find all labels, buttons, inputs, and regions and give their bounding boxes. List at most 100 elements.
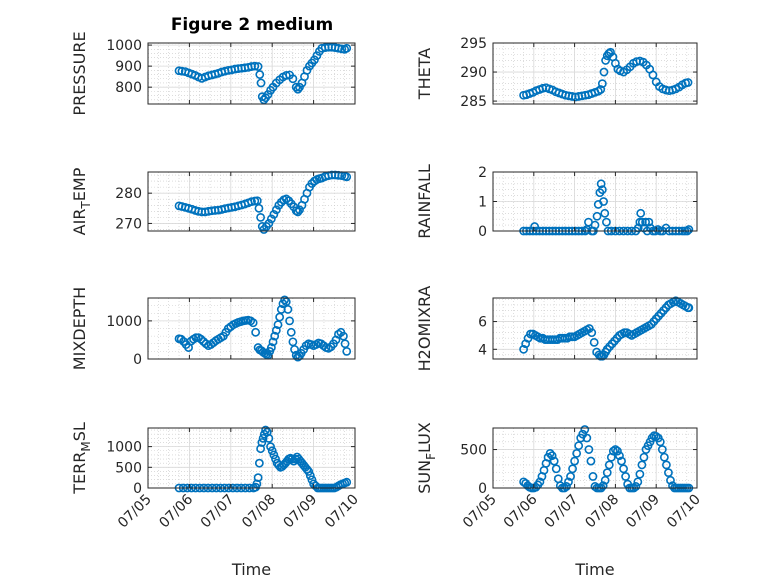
data-point (271, 326, 281, 335)
data-point (598, 481, 608, 491)
y-tick-label: 0 (478, 224, 487, 240)
data-point (269, 209, 279, 219)
data-point (264, 219, 274, 228)
y-axis-label: RAINFALL (415, 164, 434, 239)
y-tick-label: 270 (115, 216, 142, 232)
data-point (334, 43, 343, 53)
data-point (307, 475, 317, 485)
data-point (587, 328, 597, 338)
data-point (252, 479, 262, 489)
data-point (613, 446, 622, 456)
axes-box (492, 297, 698, 360)
data-point (248, 318, 258, 328)
data-point (562, 482, 571, 491)
y-axis-label: PRESSURE (70, 31, 89, 115)
figure-title: Figure 2 medium (171, 15, 333, 35)
data-point (256, 444, 266, 454)
data-point (590, 220, 600, 230)
data-point (305, 471, 315, 480)
data-point (644, 217, 654, 227)
y-tick-label: 500 (460, 443, 487, 459)
subplot-pressure: 800 900 1000 PRESSURE (70, 31, 356, 116)
y-tick-label: 285 (460, 94, 487, 110)
data-point (257, 438, 267, 447)
y-tick-label: 290 (460, 65, 487, 81)
y-tick-label: 0 (478, 481, 487, 497)
y-tick-label: 800 (115, 80, 142, 96)
y-tick-label: 500 (115, 460, 142, 476)
data-point (283, 305, 293, 314)
data-point (342, 43, 352, 53)
x-axis-label: Time (231, 560, 271, 579)
subplot-h2omixra: 4 6 H2OMIXRA (415, 286, 698, 371)
data-point (254, 203, 264, 213)
y-tick-label: 900 (115, 59, 142, 75)
data-point (597, 185, 607, 195)
subplot-terr-msl: 0 500 1000 TERRMSL 07/05 07/06 07/07 07/08 07/09… (70, 422, 362, 579)
data-point (266, 442, 275, 452)
data-point (269, 450, 279, 460)
x-tick-label: 07/08 (239, 492, 279, 532)
data-point (586, 456, 596, 466)
data-point (268, 337, 278, 347)
data-point (253, 473, 263, 483)
data-point (251, 327, 261, 337)
data-point (580, 425, 590, 434)
data-series (174, 42, 352, 105)
y-axis-label: SUNFLUX (415, 422, 438, 494)
data-point (601, 56, 611, 65)
data-point (196, 334, 206, 344)
data-point (651, 432, 661, 441)
data-point (530, 222, 540, 231)
data-point (199, 337, 208, 346)
data-point (250, 61, 260, 71)
data-point (617, 456, 626, 466)
data-point (259, 95, 269, 105)
data-point (342, 477, 352, 487)
data-series (174, 170, 352, 234)
data-point (584, 445, 594, 454)
x-tick-label: 07/10 (322, 492, 362, 532)
data-point (599, 197, 608, 206)
axes-box (147, 42, 356, 105)
y-tick-label: 0 (133, 481, 142, 497)
data-point (564, 477, 573, 487)
data-point (267, 446, 277, 456)
subplot-theta: 285 290 295 THETA (415, 36, 698, 110)
data-point (636, 208, 646, 218)
data-series (519, 296, 694, 361)
data-point (295, 205, 304, 215)
data-point (271, 205, 281, 215)
data-point (641, 217, 650, 227)
y-tick-label: 4 (478, 342, 487, 358)
data-point (566, 472, 575, 481)
x-tick-label: 07/10 (664, 492, 704, 532)
x-tick-label: 07/07 (198, 492, 238, 532)
y-axis-label: MIXDEPTH (70, 287, 89, 370)
y-tick-label: 0 (133, 352, 142, 368)
data-point (611, 445, 620, 454)
data-point (615, 451, 624, 461)
data-point (255, 70, 265, 79)
data-series (519, 425, 694, 493)
data-point (602, 468, 612, 478)
data-point (293, 84, 303, 94)
x-tick-label: 07/09 (281, 492, 321, 532)
subplot-air-temp: 270 280 AIRTEMP (70, 167, 356, 235)
data-point (574, 441, 584, 451)
data-point (619, 464, 628, 474)
data-point (655, 437, 665, 447)
y-tick-label: 6 (478, 315, 487, 331)
data-point (633, 477, 643, 487)
axes-box (147, 297, 356, 360)
data-point (258, 433, 268, 443)
subplot-rainfall: 0 1 2 RAINFALL (415, 164, 698, 240)
data-point (549, 456, 559, 466)
data-point (293, 207, 303, 217)
data-point (285, 316, 294, 326)
data-point (608, 446, 618, 456)
data-point (621, 472, 630, 481)
data-point (256, 78, 266, 88)
